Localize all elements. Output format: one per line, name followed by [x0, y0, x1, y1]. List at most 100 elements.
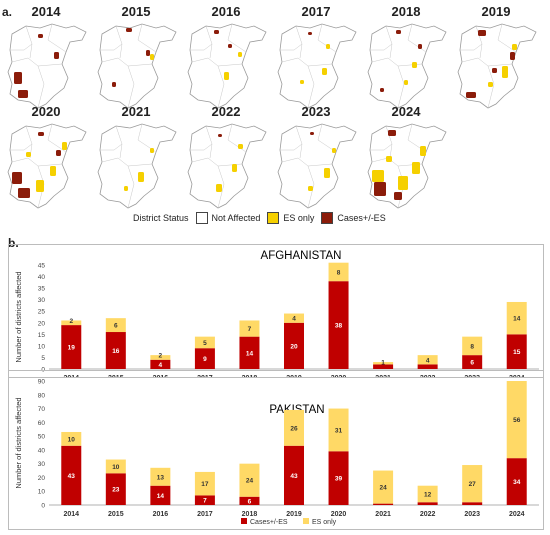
district-es-only [488, 82, 493, 87]
bar-cases [284, 322, 304, 369]
data-label: 23 [112, 487, 120, 494]
bar-es-only [506, 301, 527, 335]
district-cases [308, 32, 312, 35]
map-legend: District Status Not Affected ES only Cas… [133, 210, 386, 226]
bar-cases [506, 458, 527, 505]
bar-cases [284, 445, 304, 505]
data-label: 34 [513, 479, 521, 486]
data-label: 27 [469, 481, 477, 488]
legend-label-cases: Cases+/-ES [337, 213, 386, 223]
district-border [280, 43, 303, 51]
bar-cases [61, 325, 82, 369]
y-tick-label: 25 [38, 309, 46, 316]
district-map [187, 23, 267, 109]
data-label: 6 [248, 498, 252, 505]
district-map [97, 23, 177, 109]
district-cases [38, 34, 43, 38]
district-es-only [308, 186, 313, 191]
data-label: 17 [201, 481, 209, 488]
district-cases [126, 28, 132, 32]
district-border [280, 143, 303, 151]
district-es-only [300, 80, 304, 84]
bar-es-only [462, 465, 483, 503]
legend-swatch-cases [321, 212, 334, 224]
district-es-only [238, 52, 242, 57]
district-map [7, 123, 87, 209]
country-outline [97, 23, 177, 109]
y-tick-label: 30 [38, 461, 46, 468]
country-outline [187, 123, 267, 209]
district-border [281, 57, 333, 67]
data-label: 2 [159, 353, 163, 360]
district-border [100, 43, 123, 51]
district-border [37, 65, 45, 109]
bar-es-only [373, 470, 394, 504]
district-es-only [398, 176, 408, 190]
data-label: 38 [335, 323, 343, 330]
legend-label: Cases+/-ES [250, 519, 288, 526]
bar-es-only [105, 318, 126, 333]
district-cases [18, 188, 30, 198]
district-cases [478, 30, 486, 36]
data-label: 4 [292, 316, 296, 323]
data-label: 43 [68, 473, 76, 480]
district-cases [218, 134, 222, 137]
y-tick-label: 50 [38, 434, 46, 441]
data-label: 4 [159, 362, 163, 369]
bar-es-only [328, 262, 349, 282]
bar-es-only [239, 320, 260, 337]
district-cases [112, 82, 116, 87]
bar-cases [462, 355, 483, 369]
district-border [11, 57, 63, 67]
data-label: 6 [470, 360, 474, 367]
country-outline [277, 123, 357, 209]
data-label: 10 [112, 464, 120, 471]
district-cases [146, 50, 150, 56]
country-outline [367, 123, 447, 209]
bar-cases [239, 336, 260, 369]
bar-cases [105, 332, 126, 369]
map-year-label: 2023 [302, 104, 331, 119]
panel-a-label: a. [2, 5, 13, 19]
district-map [97, 123, 177, 209]
district-cases [54, 52, 59, 59]
district-es-only [62, 142, 67, 150]
district-cases [510, 52, 515, 60]
x-tick-label: 2020 [331, 511, 347, 518]
district-border [190, 143, 213, 151]
district-cases [466, 92, 476, 98]
district-es-only [238, 144, 243, 149]
x-tick-label: 2015 [108, 511, 124, 518]
bar-cases [194, 348, 215, 369]
y-tick-label: 20 [38, 320, 46, 327]
data-label: 14 [246, 350, 254, 357]
bar-es-only [150, 467, 171, 486]
legend-label: ES only [312, 519, 337, 526]
bar-es-only [284, 409, 304, 446]
data-label: 39 [335, 476, 343, 483]
district-border [461, 57, 513, 67]
district-map [7, 23, 87, 109]
district-map [277, 123, 357, 209]
data-label: 15 [513, 349, 521, 356]
y-axis-label: Number of districts affected [14, 397, 23, 488]
bar-cases [328, 451, 349, 505]
district-border [370, 143, 393, 151]
y-tick-label: 5 [41, 355, 45, 362]
data-label: 19 [68, 345, 76, 352]
data-label: 20 [290, 343, 298, 350]
district-border [307, 65, 315, 109]
map-year-label: 2019 [482, 4, 511, 19]
map-year-label: 2017 [302, 4, 331, 19]
x-tick-label: 2014 [63, 511, 79, 518]
bar-es-only [284, 313, 304, 323]
data-label: 14 [513, 316, 521, 323]
data-label: 56 [513, 417, 521, 424]
district-es-only [124, 186, 128, 191]
district-cases [38, 132, 44, 136]
district-cases [56, 150, 61, 156]
legend-swatch-cases [241, 518, 247, 524]
bar-es-only [150, 355, 171, 360]
district-es-only [502, 66, 508, 78]
district-border [370, 43, 393, 51]
